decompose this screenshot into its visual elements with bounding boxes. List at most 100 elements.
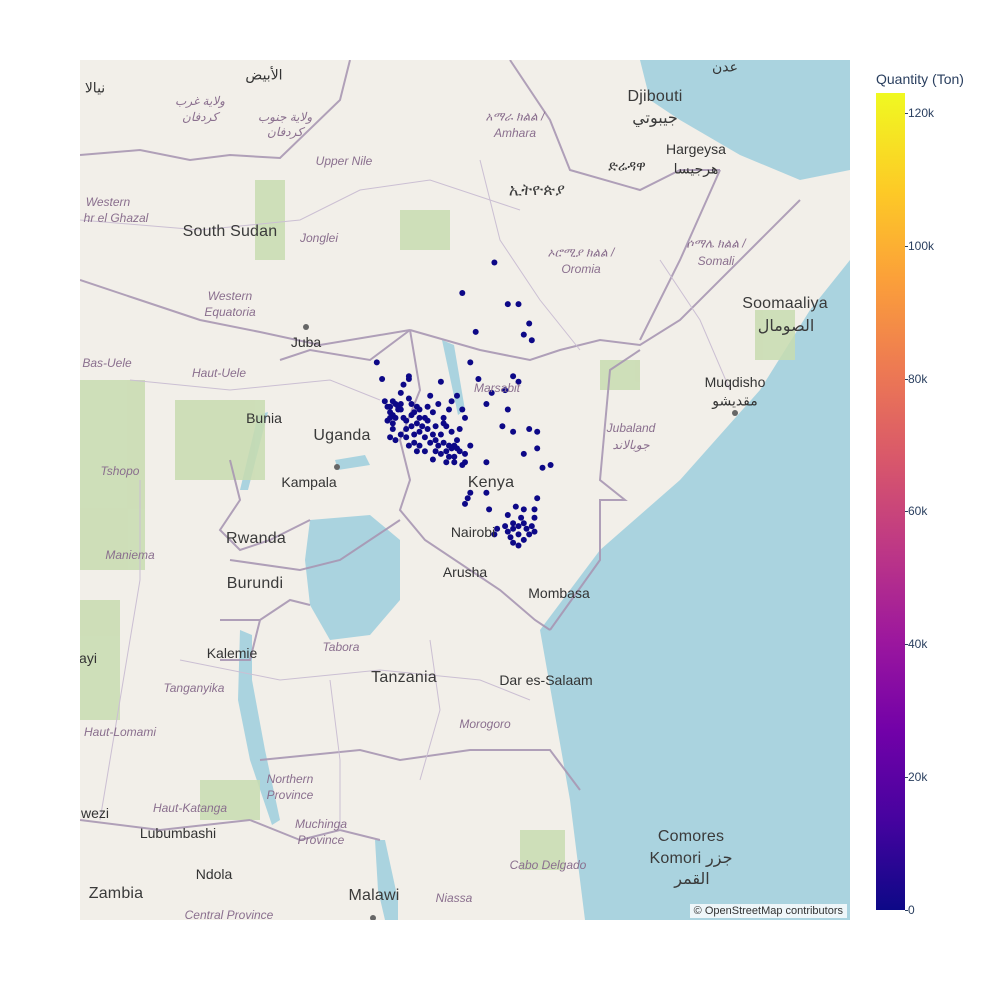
data-point[interactable] <box>520 536 527 543</box>
data-point[interactable] <box>502 523 509 530</box>
data-point[interactable] <box>443 448 450 455</box>
data-point[interactable] <box>526 426 533 432</box>
data-point[interactable] <box>510 539 517 546</box>
data-point[interactable] <box>504 528 511 535</box>
data-point[interactable] <box>534 445 541 452</box>
data-point[interactable] <box>504 406 511 413</box>
data-point[interactable] <box>384 403 391 410</box>
data-point[interactable] <box>397 389 404 396</box>
data-point[interactable] <box>427 392 434 399</box>
data-point[interactable] <box>515 523 522 530</box>
data-point[interactable] <box>510 520 517 527</box>
data-point[interactable] <box>408 401 415 407</box>
data-point[interactable] <box>454 445 460 452</box>
data-point[interactable] <box>392 414 399 421</box>
data-point[interactable] <box>534 428 541 435</box>
data-point[interactable] <box>520 450 527 457</box>
data-point[interactable] <box>440 414 447 421</box>
data-point[interactable] <box>405 442 412 449</box>
data-point[interactable] <box>435 442 442 449</box>
data-point[interactable] <box>494 525 501 532</box>
data-point[interactable] <box>462 450 468 457</box>
data-point[interactable] <box>435 401 442 407</box>
data-point[interactable] <box>462 500 468 507</box>
data-point[interactable] <box>491 531 498 538</box>
data-point[interactable] <box>523 525 530 532</box>
data-point[interactable] <box>486 506 493 513</box>
data-point[interactable] <box>483 459 490 466</box>
data-point[interactable] <box>379 376 386 382</box>
data-point[interactable] <box>448 428 455 435</box>
data-point[interactable] <box>464 495 471 502</box>
data-point[interactable] <box>429 456 436 463</box>
data-point[interactable] <box>440 439 447 446</box>
data-point[interactable] <box>451 453 458 460</box>
data-point[interactable] <box>454 437 460 444</box>
data-point[interactable] <box>528 523 535 530</box>
data-point[interactable] <box>510 428 517 435</box>
data-point[interactable] <box>528 337 535 344</box>
data-point[interactable] <box>534 495 541 502</box>
data-point[interactable] <box>424 403 431 410</box>
data-point[interactable] <box>413 420 420 427</box>
data-point[interactable] <box>454 392 460 399</box>
data-point[interactable] <box>397 406 404 413</box>
data-point[interactable] <box>384 417 391 424</box>
data-point[interactable] <box>520 506 527 513</box>
data-point[interactable] <box>515 378 522 385</box>
data-point[interactable] <box>413 448 420 455</box>
data-point[interactable] <box>483 489 490 496</box>
data-point[interactable] <box>416 428 423 435</box>
data-point[interactable] <box>531 528 538 535</box>
data-point[interactable] <box>459 462 466 468</box>
data-point[interactable] <box>539 464 546 471</box>
data-point[interactable] <box>448 398 455 405</box>
data-point[interactable] <box>392 437 399 444</box>
data-point[interactable] <box>504 301 511 308</box>
data-point[interactable] <box>437 450 444 457</box>
data-point[interactable] <box>373 359 380 366</box>
data-point[interactable] <box>515 531 522 538</box>
data-point[interactable] <box>515 301 522 308</box>
map-viewport[interactable]: South Sudan Uganda Kenya Rwanda Burundi … <box>80 60 850 920</box>
data-point[interactable] <box>397 431 404 438</box>
data-point[interactable] <box>491 259 498 266</box>
data-point[interactable] <box>520 331 527 338</box>
data-point[interactable] <box>387 434 394 441</box>
data-point[interactable] <box>488 389 495 396</box>
data-point[interactable] <box>424 426 431 432</box>
data-point[interactable] <box>502 387 509 394</box>
data-point[interactable] <box>381 398 388 405</box>
data-point[interactable] <box>456 426 463 432</box>
data-point[interactable] <box>440 420 447 427</box>
data-point[interactable] <box>547 462 554 468</box>
data-point[interactable] <box>483 401 490 407</box>
data-point[interactable] <box>400 381 407 388</box>
data-point[interactable] <box>416 414 423 421</box>
data-point[interactable] <box>429 409 436 416</box>
data-point[interactable] <box>446 453 452 460</box>
data-point[interactable] <box>467 359 474 366</box>
data-point[interactable] <box>510 373 517 380</box>
data-point[interactable] <box>389 426 396 432</box>
data-point[interactable] <box>411 431 418 438</box>
data-point[interactable] <box>459 290 466 296</box>
data-point[interactable] <box>510 525 517 532</box>
data-point[interactable] <box>467 489 474 496</box>
data-point[interactable] <box>467 442 474 449</box>
data-point[interactable] <box>437 378 444 385</box>
data-point[interactable] <box>419 423 426 430</box>
data-point[interactable] <box>515 542 522 549</box>
data-point[interactable] <box>462 414 468 421</box>
data-point[interactable] <box>459 406 466 413</box>
data-point[interactable] <box>432 448 439 455</box>
data-point[interactable] <box>475 376 482 382</box>
data-point[interactable] <box>526 531 533 538</box>
data-point[interactable] <box>432 437 439 444</box>
data-point[interactable] <box>427 439 434 446</box>
data-point[interactable] <box>405 395 412 402</box>
data-point[interactable] <box>405 376 412 382</box>
data-point[interactable] <box>416 442 423 449</box>
data-point[interactable] <box>499 423 506 430</box>
data-point[interactable] <box>531 514 538 521</box>
